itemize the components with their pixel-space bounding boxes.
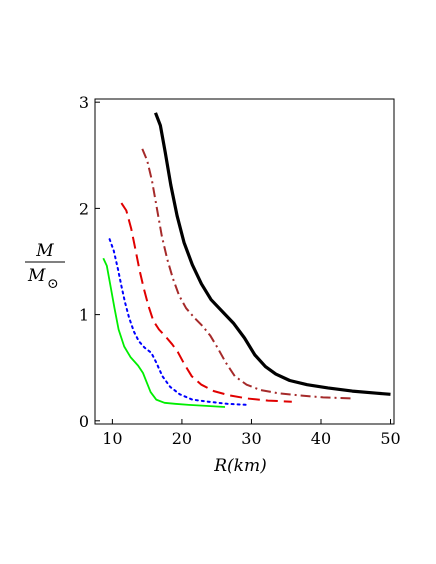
y-tick-label: 2 bbox=[79, 199, 89, 218]
y-tick-label: 1 bbox=[79, 306, 89, 325]
plot-frame bbox=[94, 98, 395, 425]
series-line-2 bbox=[108, 238, 249, 406]
y-tick-label: 3 bbox=[79, 93, 89, 112]
series-line-5 bbox=[154, 112, 391, 396]
x-tick-label: 40 bbox=[311, 429, 331, 448]
series-line-1 bbox=[102, 257, 226, 408]
y-axis-label-sun-symbol: ⊙ bbox=[47, 276, 59, 292]
x-tick-label: 50 bbox=[380, 429, 400, 448]
x-tick-label: 20 bbox=[172, 429, 192, 448]
series-line-4 bbox=[141, 148, 354, 400]
x-axis-label: R(km) bbox=[213, 456, 267, 476]
x-tick-label: 30 bbox=[241, 429, 261, 448]
x-tick-label: 10 bbox=[102, 429, 122, 448]
y-axis-label: M M ⊙ bbox=[25, 241, 65, 292]
series-layer bbox=[102, 112, 391, 408]
series-line-3 bbox=[120, 202, 292, 403]
y-axis-ticks: 0 1 2 3 bbox=[79, 93, 100, 431]
x-axis-ticks: 10 20 30 40 50 bbox=[102, 419, 401, 448]
y-axis-label-denominator: M bbox=[27, 266, 46, 286]
y-axis-label-numerator: M bbox=[35, 241, 54, 261]
y-tick-label: 0 bbox=[79, 412, 89, 431]
